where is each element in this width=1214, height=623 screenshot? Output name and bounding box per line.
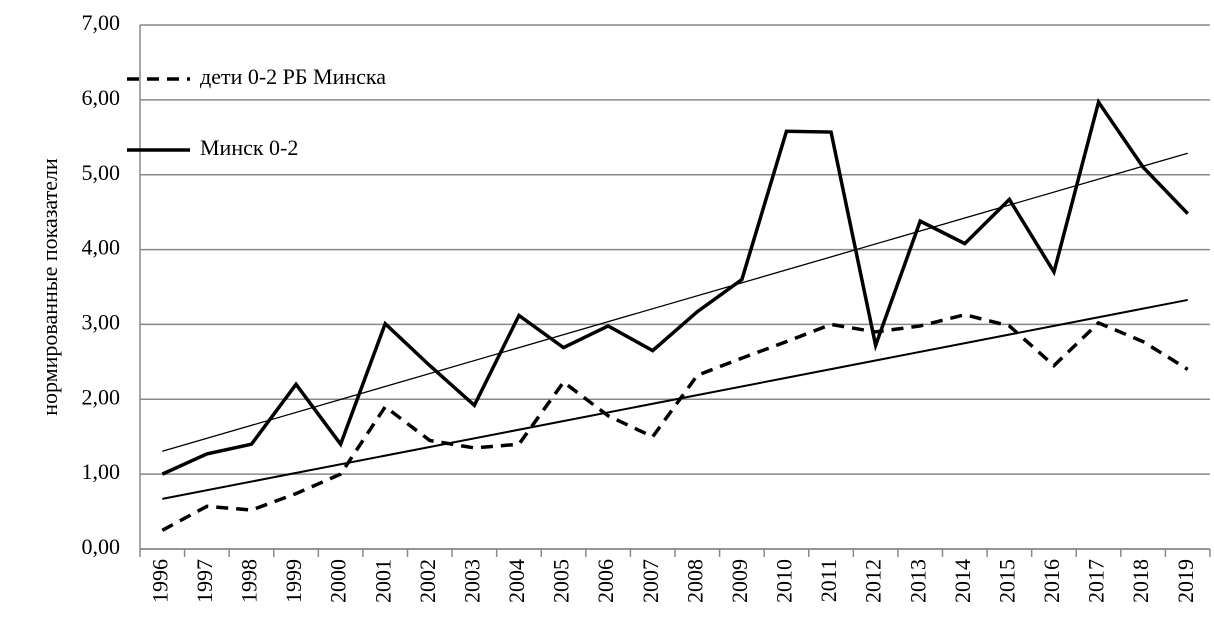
series-line	[161, 312, 1189, 532]
x-tick-label: 2010	[772, 559, 797, 603]
x-tick-label: 2006	[593, 559, 618, 603]
x-tick-label: 2000	[326, 559, 351, 603]
x-tick-label: 2001	[370, 559, 395, 603]
x-tick-label: 2005	[549, 559, 574, 603]
x-tick-label: 2003	[459, 559, 484, 603]
x-tick-label: 2004	[504, 559, 529, 603]
legend-label: дети 0-2 РБ Минска	[200, 64, 386, 89]
x-tick-label: 2017	[1084, 559, 1109, 603]
x-tick-label: 1998	[237, 559, 262, 603]
x-tick-label: 1999	[281, 559, 306, 603]
y-tick-label: 0,00	[82, 534, 121, 559]
y-tick-label: 1,00	[82, 459, 121, 484]
x-tick-label: 2011	[816, 559, 841, 602]
x-tick-label: 2015	[994, 559, 1019, 603]
x-tick-label: 1996	[147, 559, 172, 603]
x-tick-label: 2009	[727, 559, 752, 603]
y-tick-label: 7,00	[82, 10, 121, 35]
legend-bg	[194, 63, 464, 95]
series-line	[161, 97, 1189, 476]
y-tick-label: 2,00	[82, 384, 121, 409]
x-tick-label: 2013	[905, 559, 930, 603]
x-tick-label: 2019	[1173, 559, 1198, 603]
trendline	[162, 152, 1188, 452]
x-tick-label: 2012	[861, 559, 886, 603]
x-tick-label: 2018	[1128, 559, 1153, 603]
x-tick-label: 2014	[950, 559, 975, 603]
trendline	[162, 298, 1188, 500]
x-tick-label: 2002	[415, 559, 440, 603]
legend-bg	[194, 134, 464, 166]
y-tick-label: 3,00	[82, 309, 121, 334]
y-tick-label: 6,00	[82, 85, 121, 110]
x-tick-label: 2008	[682, 559, 707, 603]
legend-label: Минск 0-2	[200, 135, 298, 160]
y-axis-title: нормированные показатели	[37, 158, 62, 416]
y-tick-label: 5,00	[82, 160, 121, 185]
y-tick-label: 4,00	[82, 235, 121, 260]
x-tick-label: 2016	[1039, 559, 1064, 603]
x-tick-label: 2007	[638, 559, 663, 603]
x-tick-label: 1997	[192, 559, 217, 603]
